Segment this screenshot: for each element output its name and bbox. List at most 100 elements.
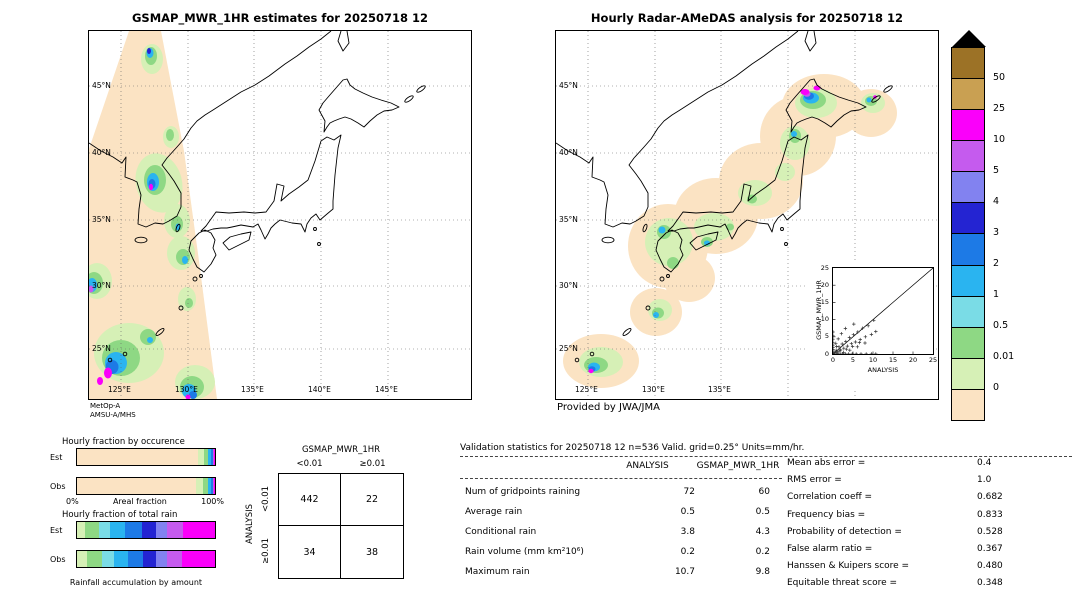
- totalrain-panel-title: Hourly fraction of total rain: [62, 510, 178, 520]
- score-value: 0.682: [977, 492, 1003, 503]
- validation-value-analysis: 0.2: [680, 547, 695, 557]
- fraction-bar-segment: [77, 522, 86, 538]
- left-map: 45°N 40°N 35°N 30°N 25°N 125°E 130°E 135…: [88, 30, 472, 400]
- fraction-bar-segment: [143, 551, 156, 567]
- right-map: 45°N 40°N 35°N 30°N 25°N 125°E 130°E 135…: [555, 30, 939, 400]
- scatter-point: [874, 329, 878, 334]
- fraction-bar-segment: [166, 551, 182, 567]
- lat-tick-label: 25°N: [559, 344, 578, 353]
- colorbar-labels: 50 25 10 5 4 3 2 1 0.5 0.01 0: [993, 47, 1043, 421]
- validation-row-label: Num of gridpoints raining: [465, 487, 581, 497]
- scatter-point: [858, 337, 862, 342]
- scatter-point: [864, 352, 868, 356]
- fraction-bar-segment: [213, 449, 215, 465]
- score-line: Frequency bias = 0.833: [787, 510, 1075, 527]
- score-value: 1.0: [977, 475, 992, 486]
- scatter-point: [857, 340, 862, 345]
- occurrence-rows: Est Obs: [50, 448, 222, 506]
- fraction-bar-segment: [208, 449, 211, 465]
- scatter-point: [838, 349, 842, 353]
- score-label: Hanssen & Kuipers score =: [787, 561, 910, 572]
- validation-value-gsmap: 9.8: [755, 567, 770, 577]
- lat-tick-label: 45°N: [92, 81, 111, 90]
- contingency-cell-dry-dry: 442: [279, 474, 341, 526]
- lat-tick-label: 40°N: [92, 148, 111, 157]
- colorbar-tick-label: 10: [993, 134, 1006, 145]
- scatter-point: [851, 333, 856, 337]
- validation-row: Average rain 0.5 0.5: [460, 503, 790, 523]
- lon-tick-label: 130°E: [175, 385, 198, 394]
- score-value: 0.528: [977, 526, 1003, 537]
- scatter-point: [863, 335, 868, 339]
- colorbar-segment: [952, 109, 984, 141]
- contingency-cell-rain-rain: 38: [365, 546, 379, 558]
- fraction-bar-segment: [101, 551, 115, 567]
- areal-axis-min: 0%: [66, 497, 79, 506]
- colorbar-segment: [952, 78, 984, 110]
- inset-x-tick-label: 20: [908, 356, 918, 364]
- score-label: Frequency bias =: [787, 509, 866, 520]
- data-provider-credit: Provided by JWA/JMA: [557, 402, 660, 413]
- lon-tick-label: 135°E: [241, 385, 264, 394]
- validation-title: Validation statistics for 20250718 12 n=…: [460, 443, 805, 453]
- fraction-bar-segment: [166, 522, 184, 538]
- left-map-canvas: [89, 31, 471, 399]
- scatter-point: [850, 352, 854, 356]
- scatter-point: [842, 346, 846, 350]
- validation-row: Maximum rain 10.7 9.8: [460, 563, 790, 583]
- fraction-bar: [76, 448, 216, 466]
- lat-tick-label: 40°N: [559, 148, 578, 157]
- areal-axis-max: 100%: [201, 497, 224, 506]
- colorbar-tick-label: 50: [993, 72, 1006, 83]
- areal-fraction-axis: 0% Areal fraction 100%: [66, 497, 224, 506]
- contingency-col-header: ≥0.01: [359, 459, 386, 469]
- lon-tick-label: 125°E: [108, 385, 131, 394]
- validation-row-label: Average rain: [465, 507, 523, 517]
- colorbar-tick-label: 25: [993, 103, 1006, 114]
- inset-x-axis-label: ANALYSIS: [867, 366, 899, 374]
- scatter-point: [860, 326, 865, 330]
- scatter-point: [834, 344, 839, 349]
- colorbar-segment: [952, 202, 984, 234]
- left-map-title: GSMAP_MWR_1HR estimates for 20250718 12: [131, 11, 429, 25]
- score-line: RMS error = 1.0: [787, 475, 1075, 492]
- score-label: Mean abs error =: [787, 458, 866, 468]
- scatter-point: [852, 322, 856, 326]
- scatter-point: [836, 337, 840, 341]
- lon-tick-label: 130°E: [642, 385, 665, 394]
- score-value: 0.367: [977, 543, 1003, 554]
- scatter-point: [835, 350, 840, 354]
- fraction-row-label: Est: [50, 452, 63, 462]
- inset-y-tick-label: 15: [820, 297, 829, 306]
- fraction-bar-segment: [183, 522, 215, 538]
- colorbar-tick-label: 0: [993, 382, 1000, 393]
- contingency-cell-dry-rain: 22: [341, 474, 403, 526]
- validation-value-gsmap: 0.5: [755, 507, 770, 517]
- fraction-row: Obs: [50, 550, 222, 568]
- fraction-bar-segment: [125, 522, 142, 538]
- fraction-bar-segment: [196, 478, 204, 494]
- validation-row-label: Conditional rain: [465, 527, 537, 537]
- right-map-title: Hourly Radar-AMeDAS analysis for 2025071…: [590, 11, 904, 25]
- contingency-row-header: ≥0.01: [261, 537, 271, 565]
- colorbar-segment: [952, 295, 984, 327]
- areal-axis-title: Areal fraction: [112, 497, 167, 506]
- lat-tick-label: 35°N: [92, 215, 111, 224]
- validation-row: Num of gridpoints raining 72 60: [460, 483, 790, 503]
- colorbar-segment: [952, 48, 984, 79]
- inset-y-tick-label: 25: [820, 263, 829, 272]
- validation-value-analysis: 3.8: [680, 527, 695, 537]
- scatter-point: [850, 344, 855, 349]
- colorbar-overflow-triangle: [952, 30, 986, 47]
- contingency-column-headers: <0.01 ≥0.01: [278, 459, 404, 469]
- score-label: RMS error =: [787, 475, 842, 486]
- inset-x-tick-label: 0: [830, 356, 836, 364]
- scatter-point: [869, 352, 874, 356]
- fraction-bar-segment: [86, 551, 102, 567]
- scatter-point: [855, 345, 860, 349]
- fraction-bar-segment: [197, 449, 204, 465]
- inset-x-tick-label: 15: [888, 356, 898, 364]
- validation-col-header-analysis: ANALYSIS: [626, 461, 669, 471]
- scatter-point: [831, 330, 835, 334]
